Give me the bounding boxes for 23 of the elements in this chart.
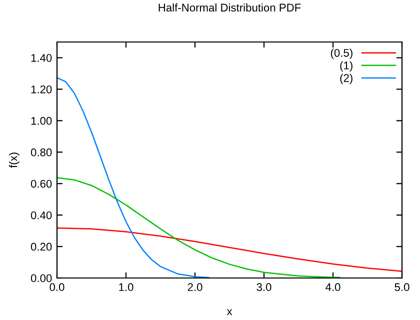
- line-series: [57, 227, 402, 272]
- line-series: [57, 177, 341, 278]
- y-tick-label: 0.20: [30, 242, 52, 251]
- y-tick-label: 0.60: [30, 180, 52, 188]
- x-tick-label: 0.0: [50, 283, 64, 292]
- y-tick-label: 1.20: [31, 85, 52, 94]
- y-tick-label: 0.80: [30, 148, 52, 156]
- y-axis-title: f(x): [9, 152, 20, 168]
- legend-label: (1): [340, 61, 352, 72]
- x-tick-label: 1.0: [119, 283, 134, 292]
- x-tick-label: 5.0: [394, 283, 410, 292]
- y-tick-label: 1.40: [31, 54, 52, 62]
- chart-title: Half-Normal Distribution PDF: [158, 3, 301, 12]
- y-tick-label: 0.40: [30, 211, 52, 220]
- line-series: [57, 77, 210, 278]
- y-tick-label: 1.00: [31, 116, 52, 125]
- x-tick-label: 2.0: [188, 283, 202, 292]
- x-tick-label: 4.0: [326, 283, 340, 292]
- y-tick-label: 0.00: [30, 274, 52, 282]
- x-axis-title: x: [226, 309, 232, 316]
- x-tick-label: 3.0: [256, 283, 272, 292]
- legend-label: (2): [340, 74, 352, 84]
- legend-label: (0.5): [330, 48, 352, 60]
